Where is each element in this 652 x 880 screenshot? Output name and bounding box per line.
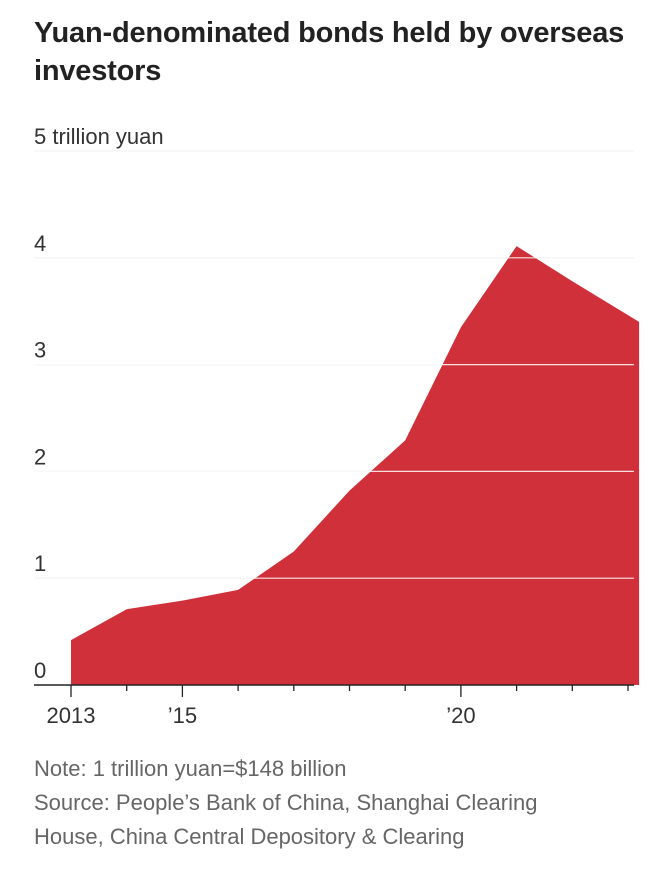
area-layer <box>34 150 640 685</box>
label-layer: 2013 ’15 ’20 0 1 2 3 4 5 trillion yuan <box>34 124 476 728</box>
source-text-line-1: Source: People’s Bank of China, Shanghai… <box>34 790 538 815</box>
y-tick-label-3: 3 <box>34 338 46 363</box>
y-tick-label-2: 2 <box>34 444 46 469</box>
area-chart: 2013 ’15 ’20 0 1 2 3 4 5 trillion yuan <box>34 124 640 728</box>
x-tick-label-2013: 2013 <box>47 703 96 728</box>
y-tick-label-5: 5 trillion yuan <box>34 124 164 149</box>
y-tick-label-1: 1 <box>34 551 46 576</box>
x-tick-label-2020: ’20 <box>446 703 475 728</box>
y-tick-label-4: 4 <box>34 231 46 256</box>
axis-layer <box>34 684 634 697</box>
source-text-line-2: House, China Central Depository & Cleari… <box>34 824 465 849</box>
x-tick-label-2015: ’15 <box>168 703 197 728</box>
note-text: Note: 1 trillion yuan=$148 billion <box>34 756 347 781</box>
chart-title: Yuan-denominated bonds held by overseas … <box>34 17 625 87</box>
chart-notes: Note: 1 trillion yuan=$148 billion Sourc… <box>34 752 644 854</box>
y-tick-label-0: 0 <box>34 658 46 683</box>
area-series <box>71 246 640 685</box>
